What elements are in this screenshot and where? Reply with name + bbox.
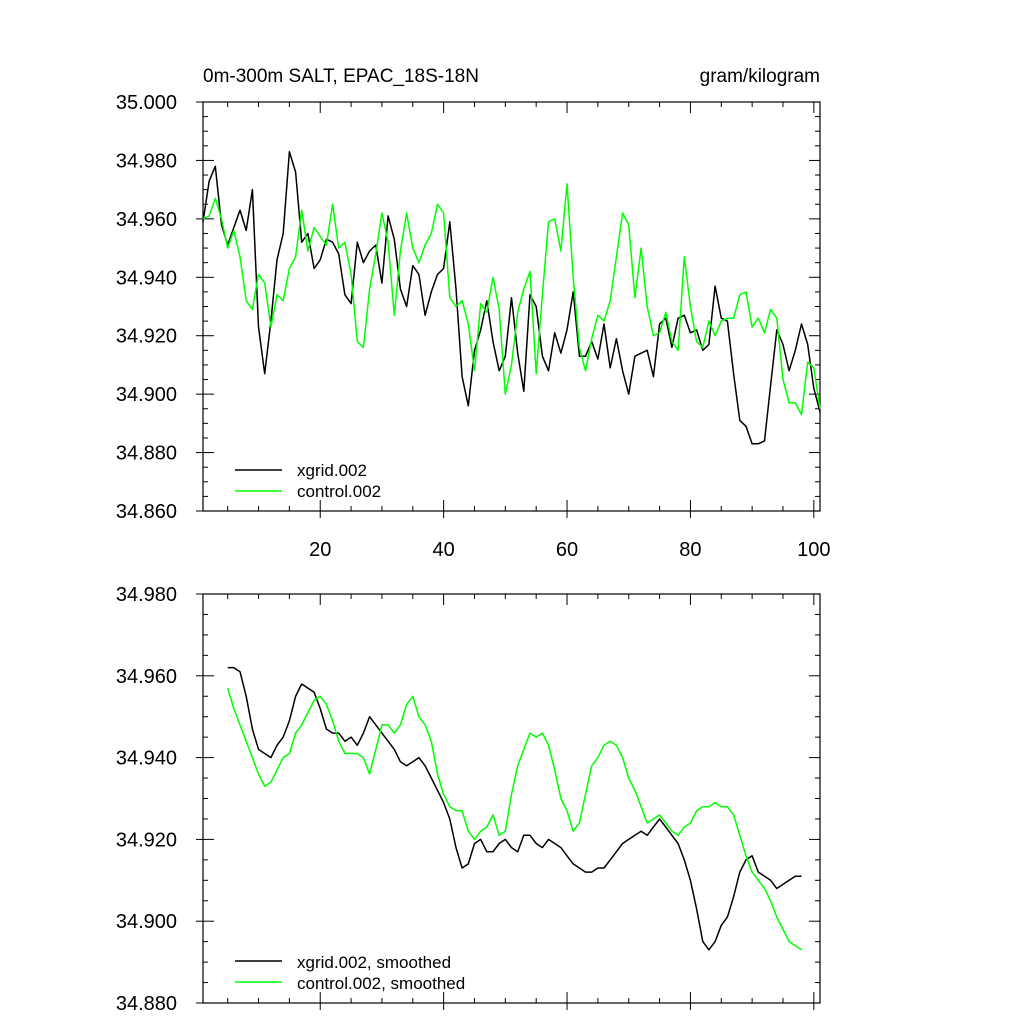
bottom-axis-tick-labels: 34.880 34.900 34.920 34.940 34.960 34.980 xyxy=(116,584,177,1015)
top-y-tick-label: 35.000 xyxy=(116,92,177,114)
bottom-legend: xgrid.002, smoothed control.002, smoothe… xyxy=(235,953,465,993)
top-legend-label-xgrid: xgrid.002 xyxy=(297,461,367,480)
bottom-y-tick-label: 34.900 xyxy=(116,911,177,933)
bottom-series-line-control xyxy=(226,687,802,951)
top-x-tick-label: 100 xyxy=(797,539,830,561)
top-y-tick-label: 34.960 xyxy=(116,209,177,231)
bottom-y-tick-label: 34.980 xyxy=(116,584,177,606)
bottom-chart-panel: 34.880 34.900 34.920 34.940 34.960 34.980 xgr… xyxy=(116,584,821,1015)
bottom-y-tick-label: 34.940 xyxy=(116,748,177,770)
bottom-y-tick-label: 34.960 xyxy=(116,666,177,688)
top-plot-frame xyxy=(202,101,821,512)
top-y-tick-label: 34.900 xyxy=(116,384,177,406)
top-data-lines xyxy=(202,150,821,445)
top-x-tick-label: 20 xyxy=(309,539,331,561)
bottom-data-lines xyxy=(226,666,802,951)
top-y-tick-label: 34.860 xyxy=(116,501,177,523)
top-legend: xgrid.002 control.002 xyxy=(235,461,381,501)
top-x-tick-label: 80 xyxy=(679,539,701,561)
top-y-tick-label: 34.880 xyxy=(116,443,177,465)
bottom-axis-ticks xyxy=(196,593,820,1010)
top-series-line-xgrid xyxy=(202,150,821,445)
top-chart-units: gram/kilogram xyxy=(700,66,820,87)
bottom-y-tick-label: 34.880 xyxy=(116,993,177,1015)
top-y-tick-label: 34.980 xyxy=(116,150,177,172)
top-axis-ticks xyxy=(196,101,820,518)
top-y-tick-label: 34.940 xyxy=(116,267,177,289)
bottom-y-tick-label: 34.920 xyxy=(116,829,177,851)
top-chart-panel: 0m-300m SALT, EPAC_18S-18N gram/kilogram… xyxy=(116,66,831,561)
top-y-tick-label: 34.920 xyxy=(116,326,177,348)
top-series-line-control xyxy=(202,183,821,416)
top-legend-label-control: control.002 xyxy=(297,482,381,501)
top-chart-title: 0m-300m SALT, EPAC_18S-18N xyxy=(203,66,479,87)
top-x-tick-label: 40 xyxy=(433,539,455,561)
bottom-legend-label-xgrid: xgrid.002, smoothed xyxy=(297,953,451,972)
top-axis-tick-labels: 20 40 60 80 100 34.860 34.880 34.900 34.920 34.94… xyxy=(116,92,831,561)
top-x-tick-label: 60 xyxy=(556,539,578,561)
bottom-legend-label-control: control.002, smoothed xyxy=(297,974,465,993)
bottom-series-line-xgrid xyxy=(227,666,802,951)
